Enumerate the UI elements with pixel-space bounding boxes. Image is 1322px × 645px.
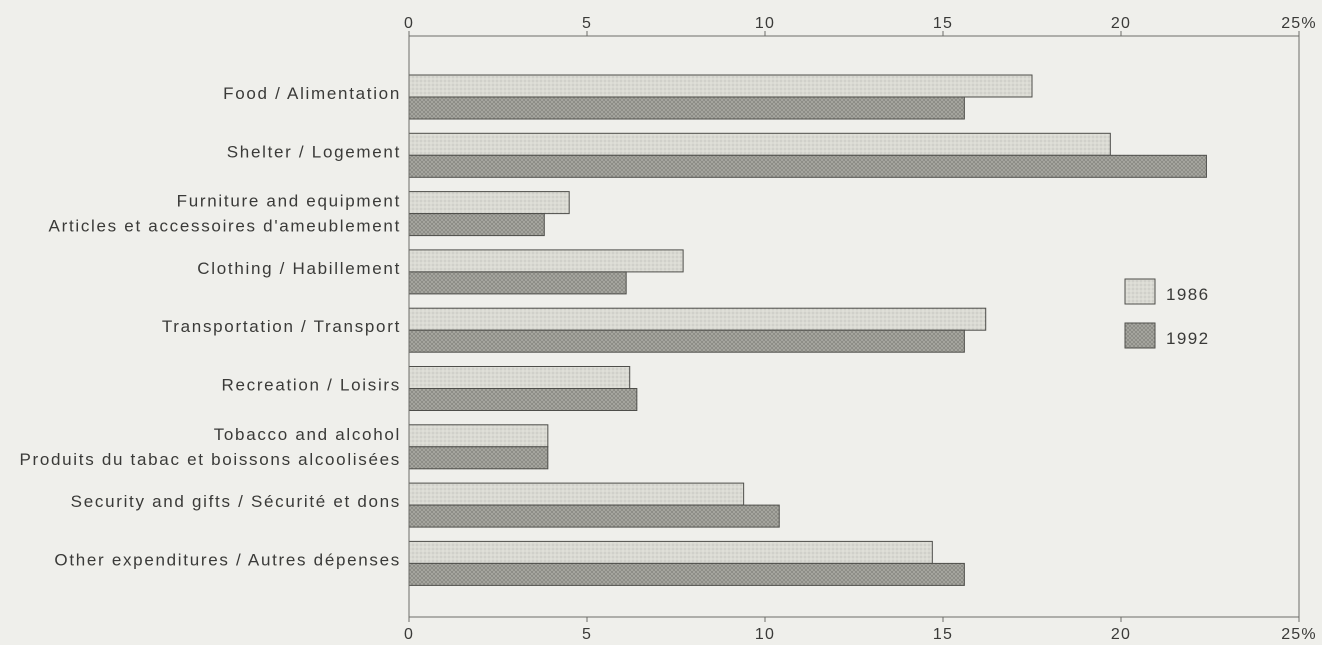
x-tick-label-bottom-25: 25%	[1281, 626, 1317, 643]
bar-1992-other-expenditures	[408, 562, 965, 586]
bar-1986-transportation	[408, 307, 987, 331]
category-group-tobacco-and-alcohol	[408, 424, 549, 470]
bar-1992-tobacco-and-alcohol	[408, 446, 549, 470]
category-label-shelter: Shelter / Logement	[227, 142, 401, 161]
bar-1986-shelter	[408, 132, 1111, 156]
category-group-other-expenditures	[408, 540, 965, 586]
bar-1986-other-expenditures	[408, 540, 933, 564]
x-tick-label-top-25: 25%	[1281, 15, 1317, 32]
x-tick-label-bottom-20: 20	[1111, 626, 1131, 643]
bar-1986-food	[408, 74, 1033, 98]
legend: 1986 1992	[1124, 278, 1209, 349]
category-label-tobacco-and-alcohol-line-1: Tobacco and alcohol	[214, 425, 401, 444]
legend-label-1992: 1992	[1166, 329, 1209, 348]
category-group-furniture-and-equipment	[408, 191, 570, 237]
bar-1992-food	[408, 96, 965, 120]
axes-layer: 0 0 5 5 10 10 15 15 20 20 25% 25%	[404, 15, 1317, 643]
category-group-transportation	[408, 307, 987, 353]
x-tick-label-top-15: 15	[933, 15, 953, 32]
legend-swatch-1992	[1124, 322, 1156, 349]
bar-1986-furniture-and-equipment	[408, 191, 570, 215]
plot-frame	[408, 35, 1300, 618]
legend-item-1986: 1986	[1124, 278, 1209, 305]
x-tick-label-bottom-15: 15	[933, 626, 953, 643]
category-label-other-expenditures: Other expenditures / Autres dépenses	[54, 550, 401, 569]
category-label-food: Food / Alimentation	[223, 84, 401, 103]
category-group-security-and-gifts	[408, 482, 780, 528]
category-group-clothing	[408, 249, 684, 295]
category-group-recreation	[408, 366, 638, 411]
bar-1992-shelter	[408, 154, 1207, 178]
bar-1986-clothing	[408, 249, 684, 273]
x-tick-label-bottom-0: 0	[404, 626, 414, 643]
category-label-security-and-gifts: Security and gifts / Sécurité et dons	[71, 492, 401, 511]
category-labels: Food / Alimentation Shelter / Logement Fur…	[19, 84, 401, 569]
bar-1986-recreation	[408, 366, 631, 389]
bar-1986-security-and-gifts	[408, 482, 745, 506]
category-group-food	[408, 74, 1033, 120]
legend-swatch-1986	[1124, 278, 1156, 305]
category-label-recreation: Recreation / Loisirs	[221, 376, 401, 395]
bar-1992-clothing	[408, 271, 627, 295]
category-label-furniture-and-equipment-line-2: Articles et accessoires d'ameublement	[49, 217, 401, 236]
category-label-tobacco-and-alcohol-line-2: Produits du tabac et boissons alcoolisée…	[19, 450, 401, 469]
legend-label-1986: 1986	[1166, 285, 1209, 304]
category-label-furniture-and-equipment-line-1: Furniture and equipment	[177, 192, 401, 211]
x-tick-label-bottom-5: 5	[582, 626, 592, 643]
legend-item-1992: 1992	[1124, 322, 1209, 349]
category-label-transportation: Transportation / Transport	[162, 317, 401, 336]
bar-1992-security-and-gifts	[408, 504, 780, 528]
x-tick-label-bottom-10: 10	[755, 626, 775, 643]
x-tick-label-top-20: 20	[1111, 15, 1131, 32]
x-tick-label-top-0: 0	[404, 15, 414, 32]
bar-1986-tobacco-and-alcohol	[408, 424, 549, 448]
category-group-shelter	[408, 132, 1207, 178]
bars-layer	[408, 74, 1207, 586]
bar-1992-furniture-and-equipment	[408, 213, 545, 237]
category-label-clothing: Clothing / Habillement	[197, 259, 401, 278]
bar-1992-transportation	[408, 329, 965, 353]
x-tick-label-top-10: 10	[755, 15, 775, 32]
bar-1992-recreation	[408, 388, 638, 411]
x-tick-label-top-5: 5	[582, 15, 592, 32]
